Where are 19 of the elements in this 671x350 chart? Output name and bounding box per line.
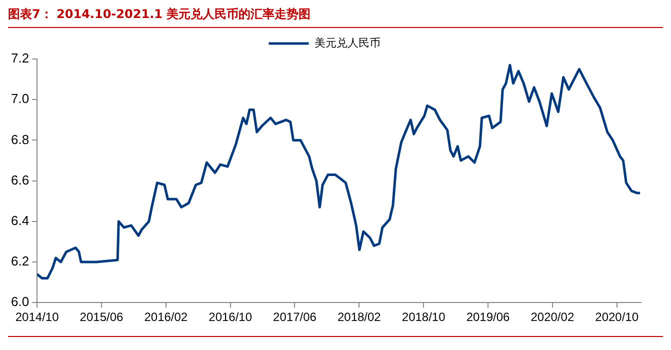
x-tick-label: 2018/02: [337, 310, 382, 324]
x-tick-label: 2018/10: [402, 310, 446, 324]
legend-label: 美元兑人民币: [314, 36, 380, 50]
y-tick-label: 6.6: [10, 172, 30, 188]
x-tick-label: 2019/06: [466, 310, 510, 324]
x-tick-label: 2015/06: [80, 310, 124, 324]
x-tick-label: 2020/10: [595, 310, 639, 324]
y-tick-label: 7.2: [10, 50, 30, 66]
x-tick-label: 2016/10: [208, 310, 252, 324]
y-tick-label: 7.0: [10, 91, 30, 106]
chart-title: 图表7： 2014.10-2021.1 美元兑人民币的汇率走势图: [8, 6, 663, 28]
x-tick-label: 2014/10: [15, 310, 60, 324]
y-tick-label: 6.8: [10, 132, 30, 147]
y-tick-label: 6.2: [10, 254, 30, 269]
x-tick-label: 2016/02: [144, 310, 188, 324]
x-tick-label: 2020/02: [530, 310, 574, 324]
x-tick-label: 2017/06: [273, 310, 317, 324]
y-tick-label: 6.0: [10, 294, 30, 310]
y-tick-label: 6.4: [10, 212, 30, 228]
